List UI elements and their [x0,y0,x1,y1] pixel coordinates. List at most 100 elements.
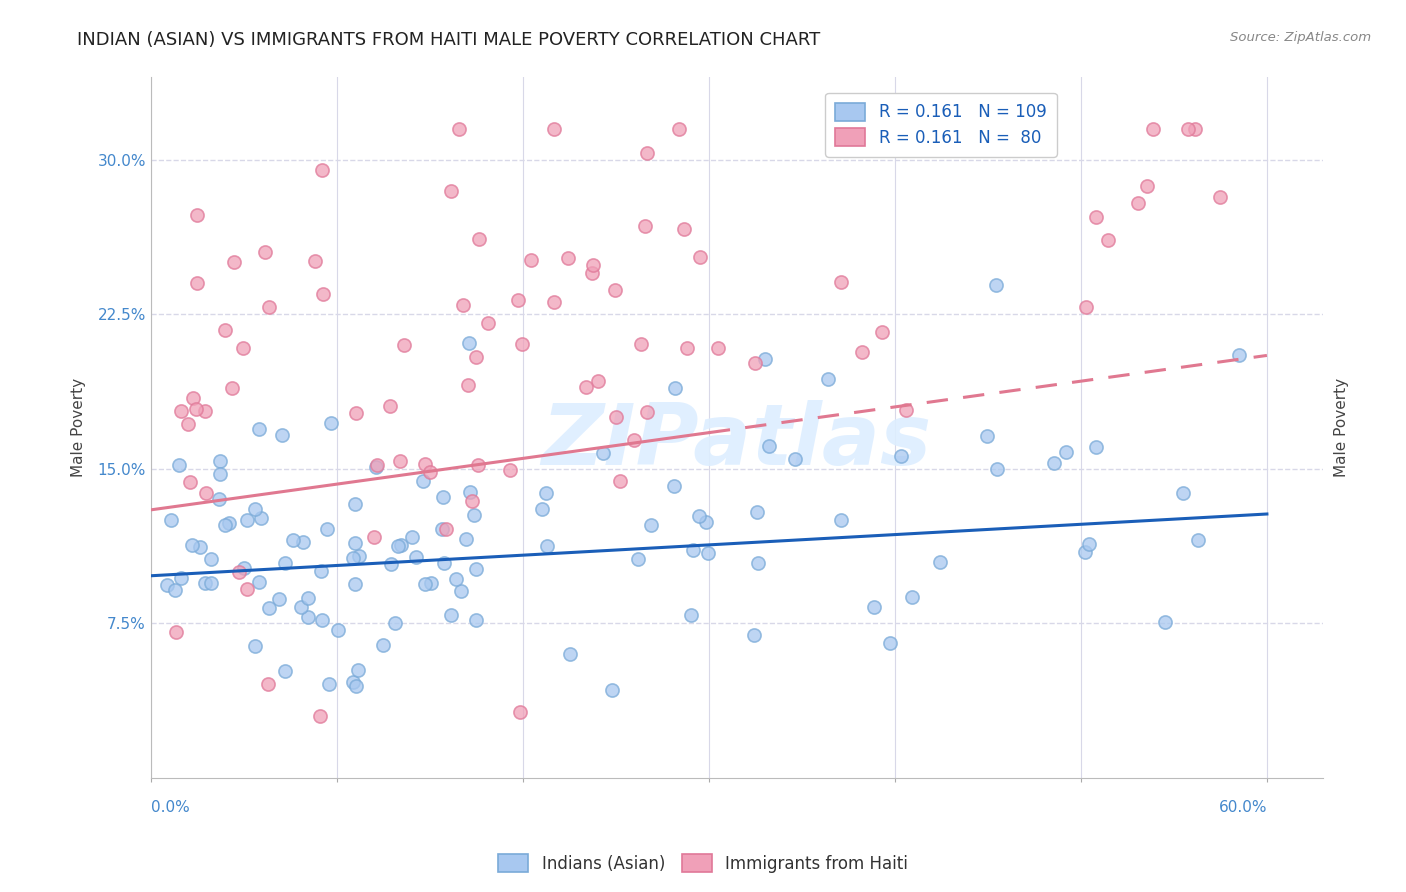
Point [609,474,631,488]
Point [343,535,366,549]
Point [432,491,454,505]
Point [1126,196,1149,211]
Point [194,404,217,418]
Point [243,502,266,516]
Point [184,402,207,417]
Point [688,509,710,524]
Point [221,381,243,395]
Point [433,556,456,570]
Point [309,564,332,578]
Point [520,252,543,267]
Point [371,638,394,652]
Point [387,540,409,554]
Point [1074,301,1097,315]
Point [343,577,366,591]
Point [297,610,319,624]
Point [419,465,441,479]
Point [254,245,277,260]
Text: 60.0%: 60.0% [1219,800,1267,815]
Point [180,538,202,552]
Point [228,566,250,580]
Point [783,452,806,467]
Point [274,556,297,570]
Point [208,454,231,468]
Point [1184,122,1206,136]
Point [194,486,217,500]
Point [581,266,603,280]
Point [1077,537,1099,551]
Point [636,145,658,160]
Point [1177,122,1199,136]
Legend: R = 0.161   N = 109, R = 0.161   N =  80: R = 0.161 N = 109, R = 0.161 N = 80 [825,93,1056,157]
Point [634,219,657,234]
Point [1084,210,1107,224]
Point [464,350,486,364]
Point [170,404,193,418]
Point [451,298,474,312]
Point [976,429,998,443]
Point [463,508,485,523]
Point [830,275,852,289]
Point [986,462,1008,476]
Point [543,294,565,309]
Point [304,253,326,268]
Point [346,663,368,677]
Point [440,607,463,622]
Point [236,513,259,527]
Point [366,458,388,472]
Point [461,493,484,508]
Point [664,381,686,395]
Point [292,534,315,549]
Point [186,277,208,291]
Point [458,335,481,350]
Point [380,557,402,571]
Point [392,338,415,352]
Point [214,323,236,337]
Point [464,562,486,576]
Point [378,400,401,414]
Point [1136,178,1159,193]
Point [640,518,662,533]
Y-axis label: Male Poverty: Male Poverty [1334,378,1348,477]
Point [543,122,565,136]
Point [312,287,335,301]
Point [695,516,717,530]
Point [747,556,769,570]
Point [257,677,280,691]
Text: Source: ZipAtlas.com: Source: ZipAtlas.com [1230,31,1371,45]
Point [364,460,387,475]
Point [510,336,533,351]
Point [342,551,364,566]
Point [440,184,463,198]
Point [188,540,211,554]
Point [681,607,703,622]
Point [413,576,436,591]
Point [384,616,406,631]
Point [662,479,685,493]
Point [343,497,366,511]
Point [894,402,917,417]
Point [682,543,704,558]
Point [274,664,297,678]
Point [388,453,411,467]
Point [232,341,254,355]
Point [1097,233,1119,247]
Point [186,208,208,222]
Point [676,341,699,355]
Point [236,582,259,596]
Point [405,549,427,564]
Point [879,636,901,650]
Point [668,122,690,136]
Point [247,575,270,590]
Point [672,222,695,236]
Point [1085,440,1108,454]
Point [900,590,922,604]
Point [744,356,766,370]
Point [454,532,477,546]
Point [297,591,319,605]
Point [444,572,467,586]
Point [233,561,256,575]
Point [430,522,453,536]
Point [830,513,852,527]
Point [1042,456,1064,470]
